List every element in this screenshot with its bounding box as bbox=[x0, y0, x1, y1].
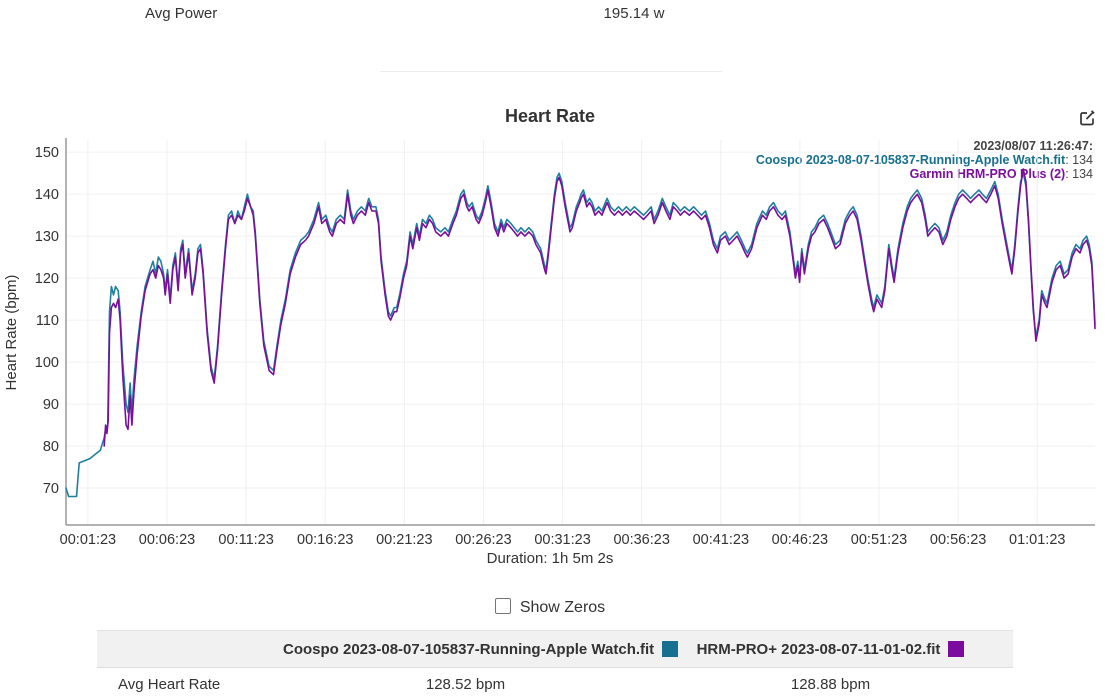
tooltip-series-1-value: 134 bbox=[1072, 153, 1093, 167]
x-tick-label: 01:01:23 bbox=[1009, 532, 1065, 548]
legend-header-row: Coospo 2023-08-07-105837-Running-Apple W… bbox=[97, 630, 1013, 668]
avg-power-label: Avg Power bbox=[145, 5, 218, 22]
y-tick-label: 120 bbox=[35, 271, 59, 287]
y-tick-label: 100 bbox=[35, 355, 59, 371]
x-tick-label: 00:11:23 bbox=[218, 532, 273, 548]
x-tick-label: 00:56:23 bbox=[930, 532, 986, 548]
tooltip-series-2: Garmin HRM-PRO Plus (2): 134 bbox=[909, 167, 1093, 181]
show-zeros-control[interactable]: Show Zeros bbox=[0, 598, 1100, 617]
heart-rate-chart[interactable]: 70 80 90 100 110 120 130 140 150 00:01:23 00:06:23… bbox=[0, 0, 1110, 560]
avg-power-value: 195.14 w bbox=[603, 5, 665, 22]
series-line bbox=[103, 168, 1096, 447]
section-divider bbox=[380, 71, 722, 72]
show-zeros-label: Show Zeros bbox=[519, 599, 606, 616]
edit-icon[interactable] bbox=[1079, 109, 1096, 126]
x-tick-label: 00:06:23 bbox=[139, 532, 195, 548]
legend-item-coospo[interactable]: Coospo 2023-08-07-105837-Running-Apple W… bbox=[283, 640, 679, 658]
legend-table: Coospo 2023-08-07-105837-Running-Apple W… bbox=[97, 630, 1013, 698]
tooltip-timestamp: 2023/08/07 11:26:47: bbox=[973, 139, 1093, 153]
x-tick-label: 00:46:23 bbox=[772, 532, 828, 548]
duration-caption: Duration: 1h 5m 2s bbox=[486, 550, 614, 567]
legend-item-hrmpro-label: HRM-PRO+ 2023-08-07-11-01-02.fit bbox=[696, 640, 941, 658]
x-tick-label: 00:51:23 bbox=[851, 532, 907, 548]
avg-heart-rate-value-coospo: 128.52 bpm bbox=[425, 675, 506, 693]
x-tick-label: 00:16:23 bbox=[297, 532, 353, 548]
y-tick-label: 110 bbox=[36, 313, 59, 329]
avg-heart-rate-value-hrmpro: 128.88 bpm bbox=[790, 675, 871, 693]
avg-heart-rate-row: Avg Heart Rate 128.52 bpm 128.88 bpm bbox=[97, 668, 1013, 698]
x-tick-label: 00:31:23 bbox=[534, 532, 590, 548]
x-tick-label: 00:21:23 bbox=[376, 532, 432, 548]
y-tick-label: 70 bbox=[43, 481, 59, 497]
chart-tooltip: 2023/08/07 11:26:47: Coospo 2023-08-07-1… bbox=[756, 139, 1093, 181]
legend-item-coospo-label: Coospo 2023-08-07-105837-Running-Apple W… bbox=[283, 640, 655, 658]
x-tick-label: 00:26:23 bbox=[455, 532, 511, 548]
tooltip-series-2-label: Garmin HRM-PRO Plus (2) bbox=[909, 167, 1066, 181]
legend-item-hrmpro[interactable]: HRM-PRO+ 2023-08-07-11-01-02.fit bbox=[648, 640, 1013, 658]
show-zeros-checkbox[interactable] bbox=[494, 598, 511, 614]
x-tick-label: 00:01:23 bbox=[60, 532, 116, 548]
avg-heart-rate-label: Avg Heart Rate bbox=[118, 675, 221, 693]
legend-swatch-teal bbox=[662, 640, 679, 657]
y-tick-label: 150 bbox=[35, 145, 59, 161]
y-tick-label: 80 bbox=[43, 439, 59, 455]
chart-title: Heart Rate bbox=[504, 106, 596, 126]
y-tick-label: 130 bbox=[35, 229, 59, 245]
legend-swatch-purple bbox=[948, 640, 965, 657]
y-axis-title: Heart Rate (bpm) bbox=[3, 275, 20, 391]
y-tick-label: 140 bbox=[35, 187, 59, 203]
tooltip-series-1-label: Coospo 2023-08-07-105837-Running-Apple W… bbox=[755, 153, 1066, 167]
tooltip-series-1: Coospo 2023-08-07-105837-Running-Apple W… bbox=[755, 153, 1093, 167]
x-tick-label: 00:36:23 bbox=[613, 532, 669, 548]
x-tick-label: 00:41:23 bbox=[693, 532, 749, 548]
y-tick-label: 90 bbox=[43, 397, 59, 413]
series-line bbox=[65, 172, 1096, 498]
tooltip-series-2-value: 134 bbox=[1072, 167, 1093, 181]
